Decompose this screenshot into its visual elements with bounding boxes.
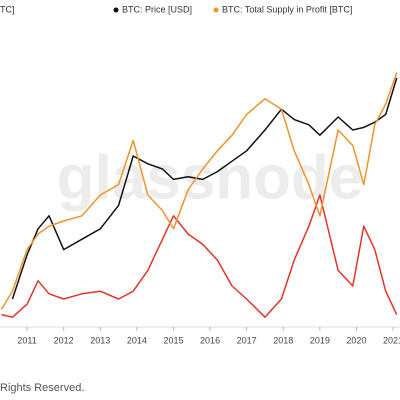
watermark: glassnode bbox=[57, 143, 364, 212]
x-tick-label: 2019 bbox=[310, 335, 330, 345]
x-tick-label: 2017 bbox=[237, 335, 257, 345]
legend-marker bbox=[113, 7, 119, 13]
legend-label: BTC: Total Supply in Profit [BTC] bbox=[222, 4, 352, 14]
x-tick-label: 2013 bbox=[90, 335, 110, 345]
legend-label: TC] bbox=[0, 4, 15, 14]
x-tick-label: 2016 bbox=[200, 335, 220, 345]
x-tick-label: 2015 bbox=[163, 335, 183, 345]
x-tick-label: 2021 bbox=[383, 335, 400, 345]
legend-marker bbox=[213, 7, 219, 13]
x-tick-label: 2011 bbox=[17, 335, 36, 345]
legend-label: BTC: Price [USD] bbox=[122, 4, 192, 14]
footer: Rights Reserved. bbox=[0, 382, 84, 394]
series-line bbox=[1, 194, 398, 318]
x-tick-label: 2012 bbox=[54, 335, 74, 345]
x-tick-label: 2020 bbox=[346, 335, 366, 345]
series-line bbox=[11, 77, 398, 300]
series-line bbox=[0, 72, 398, 310]
x-tick-label: 2018 bbox=[273, 335, 293, 345]
x-tick-label: 2014 bbox=[127, 335, 147, 345]
